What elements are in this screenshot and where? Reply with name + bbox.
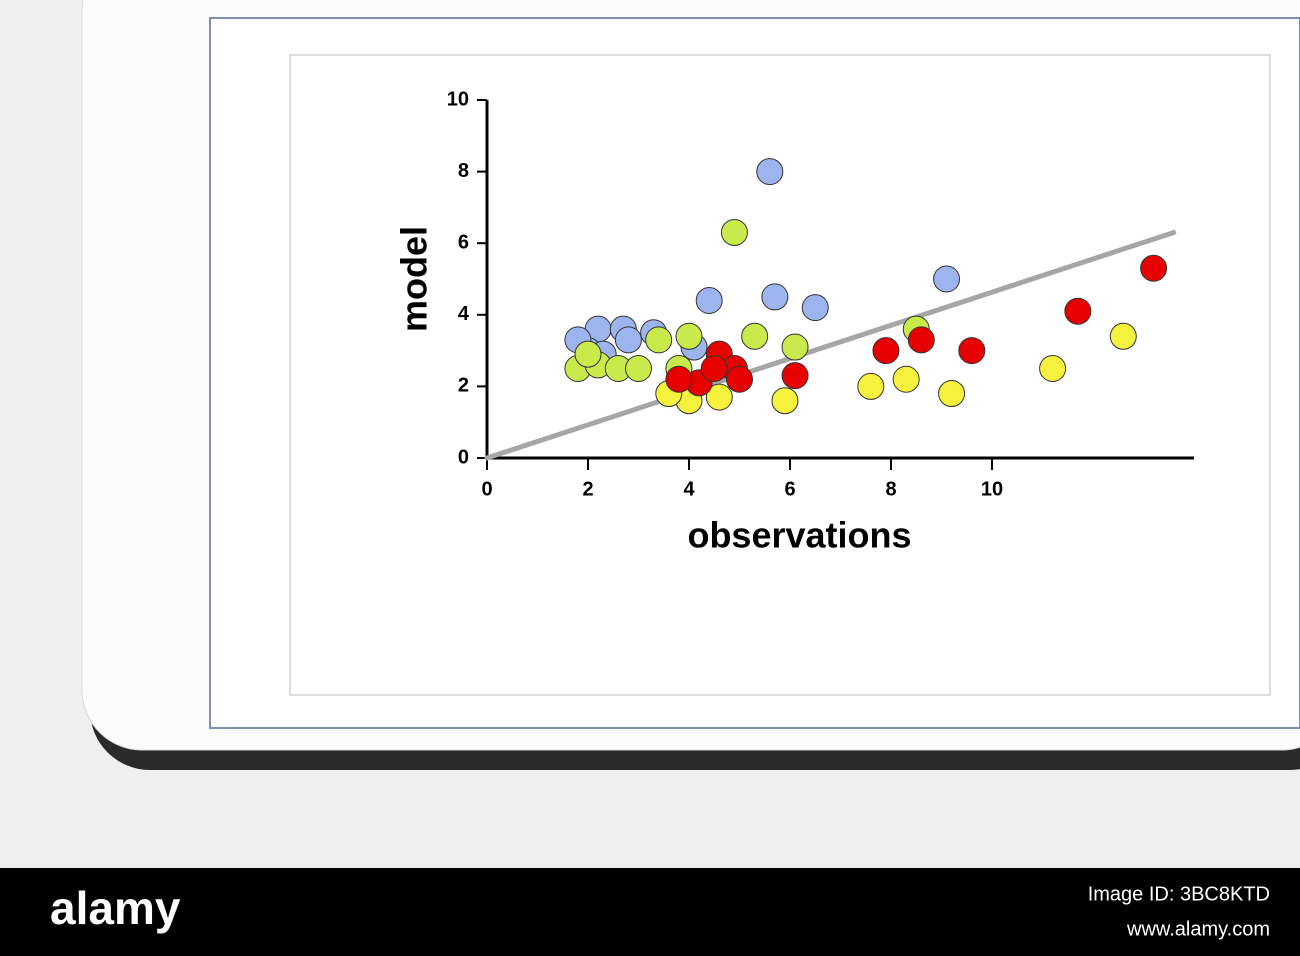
y-tick-label: 4 — [458, 303, 470, 325]
point — [665, 365, 693, 393]
y-tick-label: 6 — [458, 231, 469, 253]
point — [1064, 297, 1092, 325]
point — [700, 355, 728, 382]
point — [907, 326, 935, 354]
point — [741, 322, 769, 350]
point — [574, 340, 602, 368]
x-tick-label: 4 — [683, 478, 695, 500]
site: www.alamy.com — [1126, 918, 1270, 940]
point — [675, 322, 703, 350]
y-tick-label: 2 — [458, 375, 469, 397]
point — [1039, 355, 1067, 382]
fit-line — [484, 229, 1177, 461]
x-tick-label: 10 — [981, 478, 1003, 500]
point — [720, 218, 748, 246]
point — [614, 326, 642, 354]
x-axis-label: observations — [687, 515, 911, 556]
chart-frame — [289, 54, 1271, 696]
y-tick-label: 0 — [458, 446, 469, 468]
brand: alamy — [50, 882, 181, 934]
y-tick-label: 8 — [458, 160, 469, 182]
point — [625, 355, 652, 382]
point — [801, 294, 829, 322]
point — [892, 365, 920, 393]
point — [756, 158, 784, 186]
y-axis-label: model — [394, 226, 435, 332]
tablet-screen — [209, 17, 1300, 729]
image-id: Image ID: 3BC8KTD — [1088, 883, 1270, 905]
point — [938, 380, 966, 408]
chart: 0 2 4 6 8 10 0 2 4 6 8 10 observations model — [394, 88, 1194, 556]
point — [705, 383, 733, 411]
x-tick-label: 2 — [582, 478, 593, 500]
point — [933, 265, 961, 293]
point — [761, 283, 789, 311]
point — [1109, 322, 1137, 350]
x-tick-label: 6 — [784, 478, 795, 500]
point — [771, 387, 799, 415]
point — [857, 372, 885, 400]
point — [872, 337, 900, 365]
point — [781, 362, 809, 390]
point — [1140, 254, 1168, 282]
point — [695, 286, 723, 314]
point — [958, 337, 986, 365]
footer-strip — [0, 868, 1300, 956]
y-tick-label: 10 — [447, 88, 469, 110]
point — [781, 333, 809, 361]
point — [726, 365, 753, 393]
x-tick-label: 0 — [481, 478, 492, 500]
point — [645, 326, 673, 354]
x-tick-label: 8 — [885, 478, 896, 500]
